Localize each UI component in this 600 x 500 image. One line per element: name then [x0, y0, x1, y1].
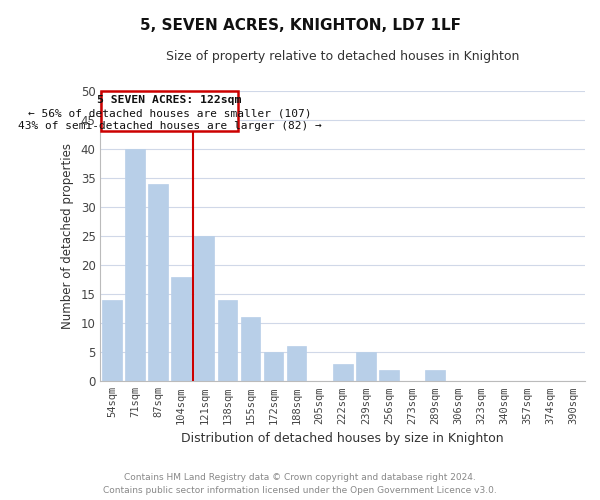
Bar	[333, 364, 353, 382]
Y-axis label: Number of detached properties: Number of detached properties	[61, 143, 74, 329]
Bar	[172, 276, 191, 382]
Bar	[287, 346, 307, 382]
Title: Size of property relative to detached houses in Knighton: Size of property relative to detached ho…	[166, 50, 520, 63]
Text: 5 SEVEN ACRES: 122sqm: 5 SEVEN ACRES: 122sqm	[97, 95, 242, 105]
X-axis label: Distribution of detached houses by size in Knighton: Distribution of detached houses by size …	[181, 432, 504, 445]
Text: 5, SEVEN ACRES, KNIGHTON, LD7 1LF: 5, SEVEN ACRES, KNIGHTON, LD7 1LF	[139, 18, 461, 32]
Bar	[425, 370, 445, 382]
Bar	[102, 300, 122, 382]
Text: Contains HM Land Registry data © Crown copyright and database right 2024.
Contai: Contains HM Land Registry data © Crown c…	[103, 473, 497, 495]
Bar	[148, 184, 168, 382]
Bar	[194, 236, 214, 382]
Text: ← 56% of detached houses are smaller (107): ← 56% of detached houses are smaller (10…	[28, 108, 311, 118]
Bar	[263, 352, 283, 382]
Bar	[218, 300, 237, 382]
Bar	[125, 148, 145, 382]
Bar	[241, 318, 260, 382]
Bar	[379, 370, 398, 382]
Text: 43% of semi-detached houses are larger (82) →: 43% of semi-detached houses are larger (…	[18, 121, 322, 131]
Bar	[356, 352, 376, 382]
FancyBboxPatch shape	[101, 90, 238, 132]
